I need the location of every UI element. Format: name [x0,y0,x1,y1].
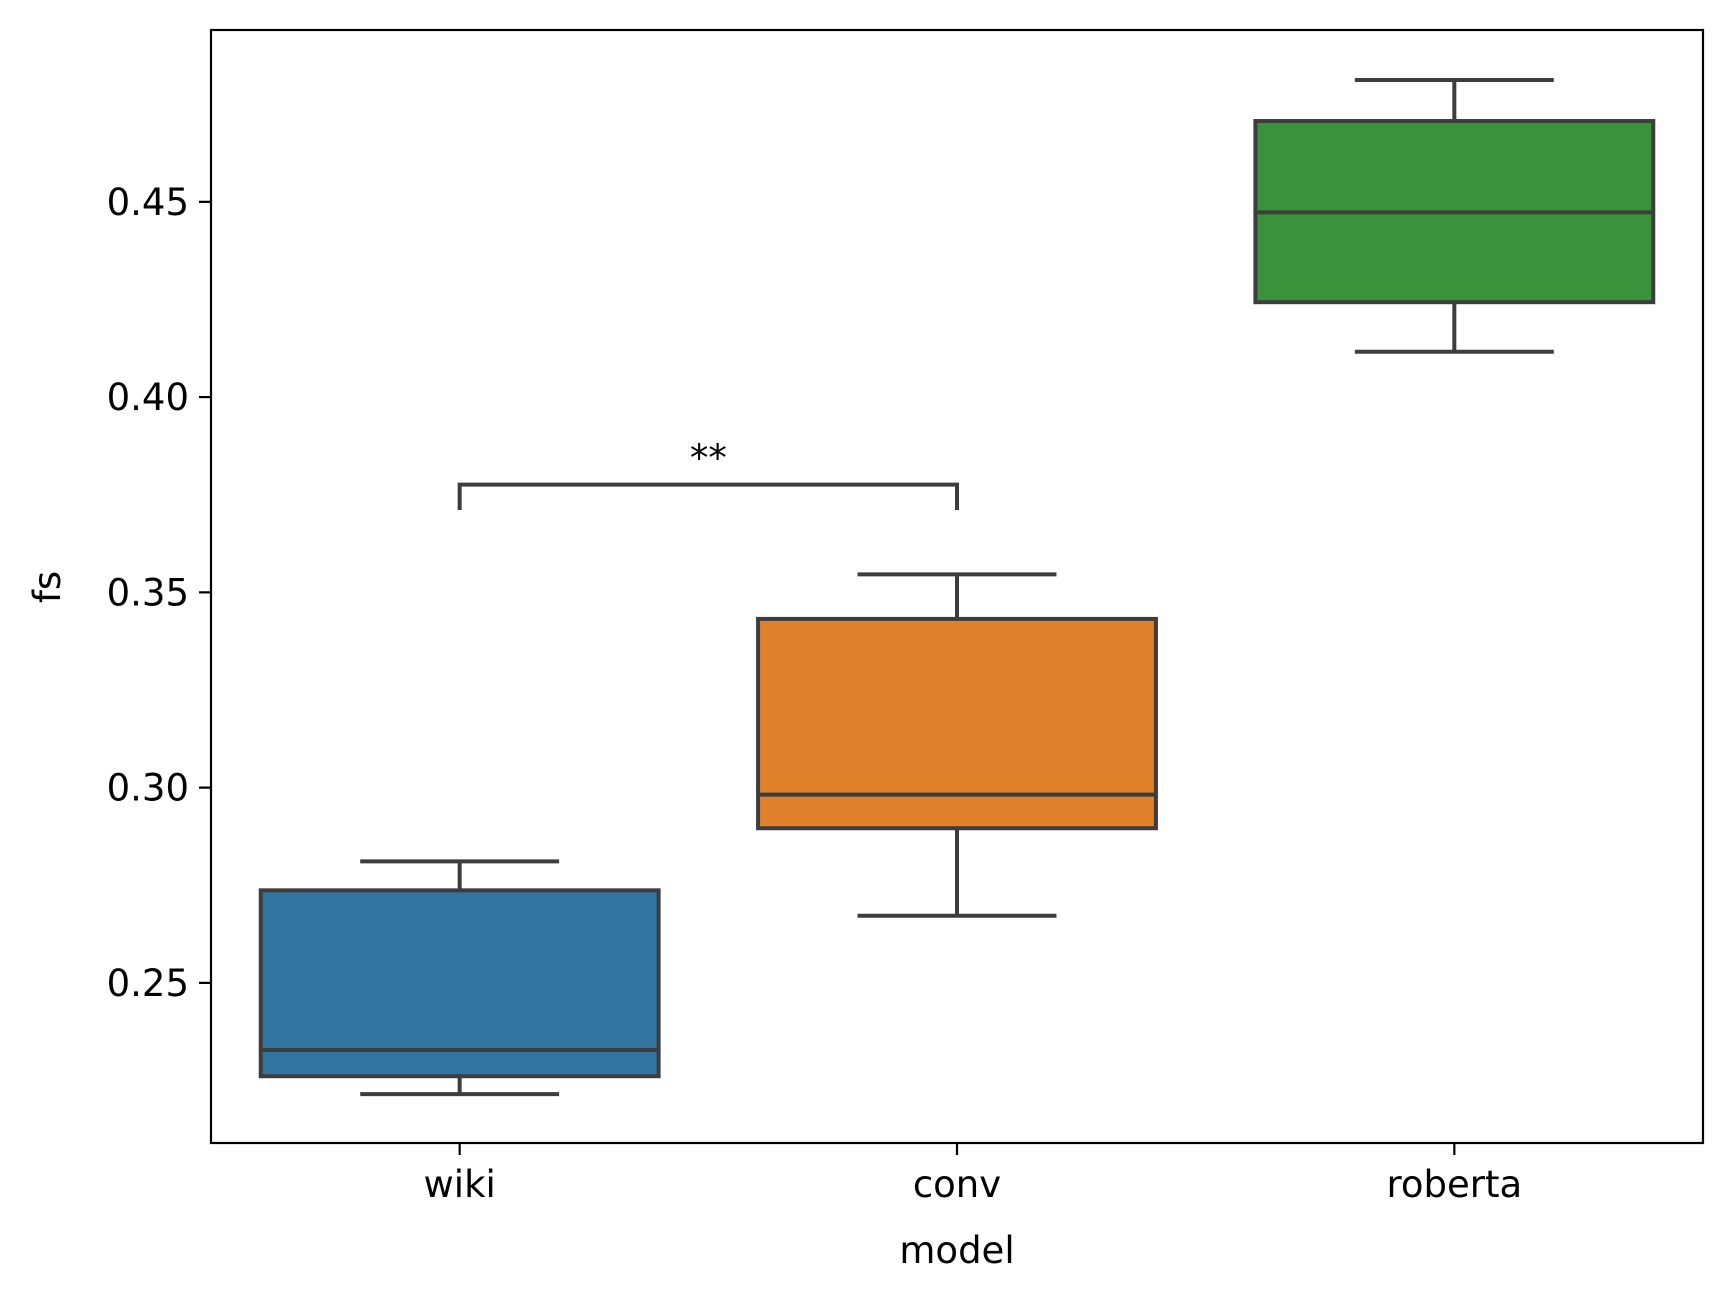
box-conv [756,572,1158,918]
iqr-box-conv [756,616,1158,831]
annotation-layer: ** [457,437,959,510]
x-tick-label: roberta [1386,1163,1522,1206]
y-axis: 0.25 0.30 0.35 0.40 0.45 [107,181,211,1005]
x-axis-label: model [899,1229,1014,1272]
x-tick-label: wiki [424,1163,496,1206]
x-axis: wiki conv roberta [424,1143,1522,1206]
x-tick-label: conv [913,1163,1001,1206]
box-wiki [258,859,661,1097]
y-tick-label: 0.35 [107,571,189,614]
y-tick-label: 0.25 [107,962,189,1005]
y-tick-label: 0.40 [107,376,189,419]
iqr-box-wiki [258,888,661,1079]
significance-label-0: ** [690,437,727,480]
y-axis-label: fs [26,571,69,603]
y-tick-label: 0.30 [107,767,189,810]
boxes-layer [258,77,1656,1097]
significance-bracket-0 [457,482,959,510]
y-tick-label: 0.45 [107,181,189,224]
box-roberta [1253,77,1656,354]
